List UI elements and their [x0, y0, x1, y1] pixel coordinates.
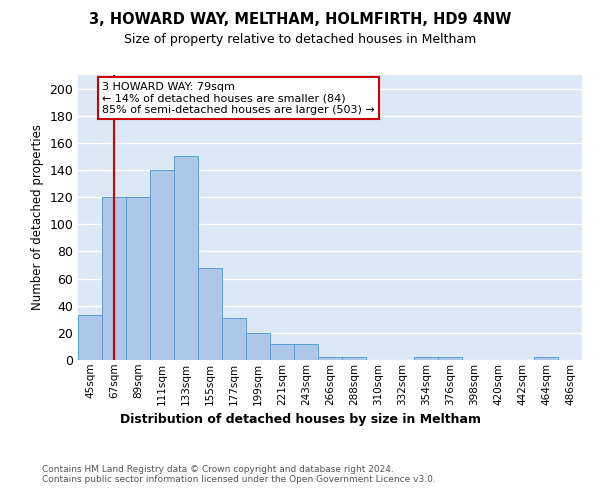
Text: 3, HOWARD WAY, MELTHAM, HOLMFIRTH, HD9 4NW: 3, HOWARD WAY, MELTHAM, HOLMFIRTH, HD9 4…: [89, 12, 511, 28]
Text: Contains HM Land Registry data © Crown copyright and database right 2024.
Contai: Contains HM Land Registry data © Crown c…: [42, 465, 436, 484]
Bar: [318, 358, 342, 360]
Bar: [294, 344, 318, 360]
Bar: [414, 358, 438, 360]
Text: Distribution of detached houses by size in Meltham: Distribution of detached houses by size …: [119, 412, 481, 426]
Text: Size of property relative to detached houses in Meltham: Size of property relative to detached ho…: [124, 32, 476, 46]
Text: 3 HOWARD WAY: 79sqm
← 14% of detached houses are smaller (84)
85% of semi-detach: 3 HOWARD WAY: 79sqm ← 14% of detached ho…: [102, 82, 375, 115]
Bar: [246, 333, 270, 360]
Bar: [222, 318, 246, 360]
Bar: [534, 358, 558, 360]
Bar: [342, 358, 366, 360]
Bar: [126, 197, 150, 360]
Bar: [198, 268, 222, 360]
Bar: [150, 170, 174, 360]
Bar: [102, 197, 126, 360]
Bar: [438, 358, 462, 360]
Bar: [270, 344, 294, 360]
Bar: [78, 315, 102, 360]
Y-axis label: Number of detached properties: Number of detached properties: [31, 124, 44, 310]
Bar: [174, 156, 198, 360]
